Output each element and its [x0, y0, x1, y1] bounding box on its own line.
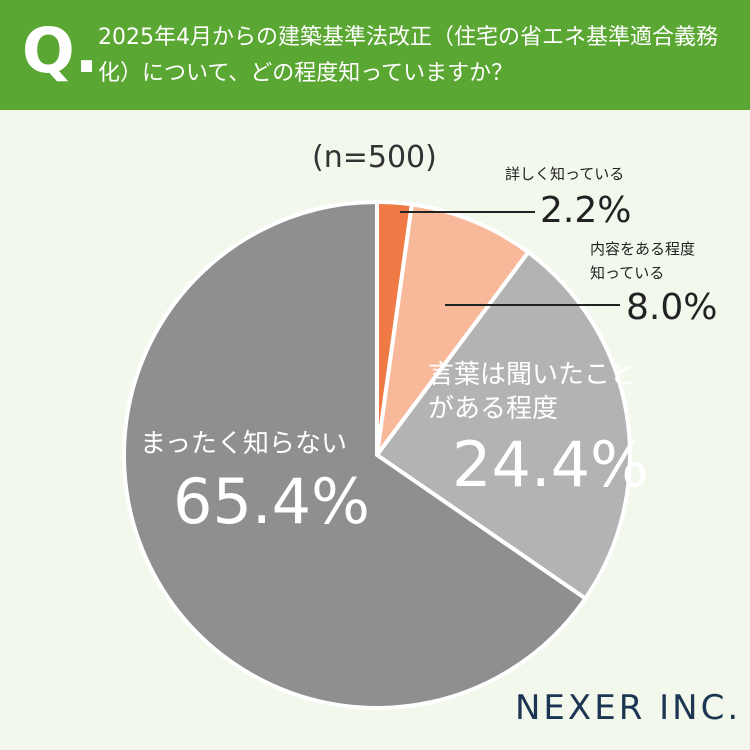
question-marker: Q. — [22, 14, 99, 87]
category-label: 言葉は聞いたことがある程度 — [428, 360, 637, 424]
category-label: 内容をある程度知っている — [590, 240, 696, 282]
chart-title: 2025年4月からの建築基準法改正（住宅の省エネ基準適合義務化）について、どの程… — [98, 25, 718, 86]
pie-slice — [122, 199, 589, 710]
value-label: 65.4% — [173, 465, 370, 538]
pie-slice — [375, 202, 532, 457]
value-label: 24.4% — [452, 428, 649, 501]
chart-subtitle: (n=500) — [312, 140, 437, 175]
value-label: 8.0% — [626, 287, 718, 328]
brand-logo: NEXER INC. — [515, 688, 742, 728]
pie-slice — [374, 249, 632, 602]
value-label: 2.2% — [540, 190, 632, 231]
header-band — [0, 0, 750, 110]
category-label: まったく知らない — [140, 429, 347, 459]
category-label: 詳しく知っている — [505, 165, 625, 183]
